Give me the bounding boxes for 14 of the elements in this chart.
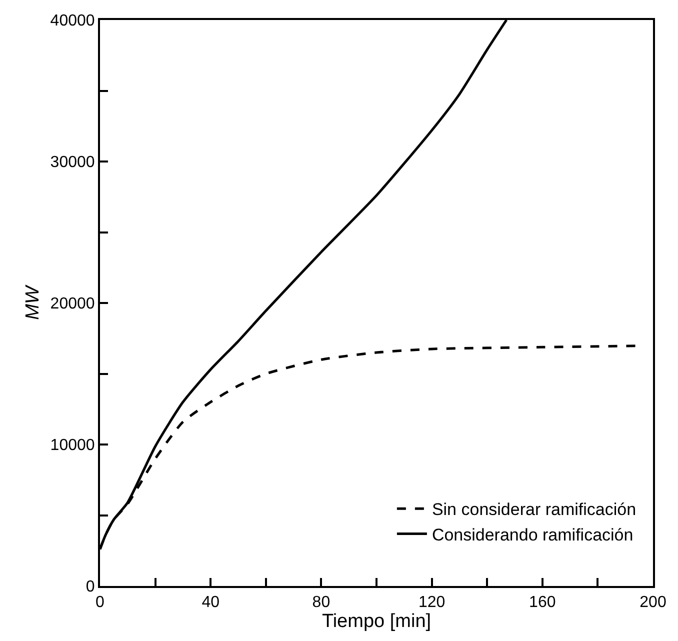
x-axis-title: Tiempo [min] <box>322 611 432 632</box>
y-tick-label: 40000 <box>50 12 95 30</box>
y-axis-title: MW <box>22 284 44 320</box>
y-tick-label: 0 <box>86 578 95 596</box>
legend-label: Considerando ramificación <box>432 525 634 544</box>
y-tick-label: 10000 <box>50 437 95 454</box>
x-tick-label: 80 <box>312 594 330 612</box>
x-tick-label: 200 <box>640 594 666 612</box>
x-tick-label: 160 <box>529 594 556 612</box>
x-tick-label: 120 <box>418 594 446 612</box>
x-tick-label: 40 <box>202 594 220 612</box>
y-tick-label: 30000 <box>50 154 95 172</box>
legend-label: Sin considerar ramificación <box>432 500 636 520</box>
y-tick-label: 20000 <box>50 296 95 313</box>
